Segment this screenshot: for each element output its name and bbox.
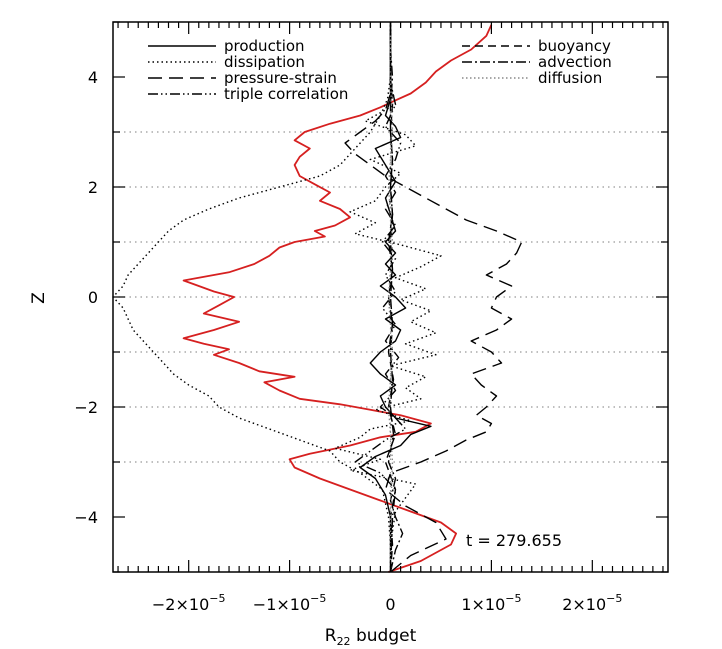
legend-label-2: pressure-strain (224, 69, 337, 87)
series-dissipation (112, 22, 392, 572)
y-tick-label-2: 0 (88, 288, 98, 307)
legend-label-4: buoyancy (538, 37, 611, 55)
legend-label-6: diffusion (538, 69, 602, 87)
x-tick-label-3: 1×10−5 (461, 592, 521, 614)
legend-label-3: triple correlation (224, 85, 348, 103)
series-pressure-strain (344, 22, 523, 573)
series-total (182, 24, 493, 573)
grid-layer (113, 22, 668, 572)
y-tick-label-4: 4 (88, 68, 98, 87)
tick-layer (113, 21, 668, 573)
legend-label-1: dissipation (224, 53, 305, 71)
y-tick-label-3: 2 (88, 178, 98, 197)
x-tick-label-1: −1×10−5 (253, 592, 327, 614)
series-triple-correlation (354, 22, 407, 573)
series-dissipation-fluct (334, 49, 442, 545)
x-tick-label-4: 2×10−5 (562, 592, 622, 614)
series-buoyancy (384, 22, 397, 573)
y-tick-label-0: −4 (74, 508, 98, 527)
x-axis-title: R22 budget (325, 626, 417, 648)
legend: productiondissipationpressure-straintrip… (148, 37, 612, 103)
tick-label-layer: −2×10−5 −1×10−5 0 1×10−5 2×10−5 −4 −2 0 2 4 (74, 68, 622, 614)
series-layer (112, 22, 523, 573)
series-production (359, 22, 432, 572)
y-axis-title: Z (29, 292, 49, 304)
time-annotation: t = 279.655 (466, 531, 562, 550)
series-advection (387, 22, 404, 573)
x-tick-label-0: −2×10−5 (152, 592, 226, 614)
legend-label-0: production (224, 37, 305, 55)
legend-label-5: advection (538, 53, 612, 71)
x-tick-label-2: 0 (385, 595, 395, 614)
y-tick-label-1: −2 (74, 398, 98, 417)
